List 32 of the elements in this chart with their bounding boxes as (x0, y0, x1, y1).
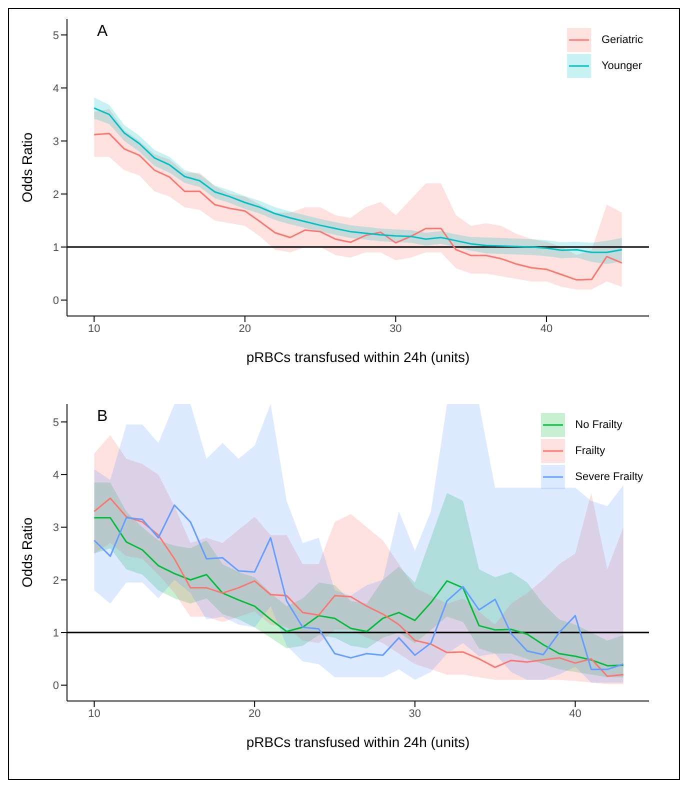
chart-title: A (97, 23, 108, 41)
y-tick-label: 1 (52, 242, 59, 254)
y-tick-label: 2 (52, 188, 59, 201)
x-tick-label: 30 (408, 708, 422, 720)
y-tick-label: 3 (52, 522, 59, 534)
legend-label: Frailty (575, 445, 606, 457)
x-tick-label: 40 (569, 708, 582, 720)
y-tick-label: 4 (52, 469, 59, 482)
x-tick-label: 40 (540, 322, 553, 335)
y-axis-title: Odds Ratio (18, 517, 35, 588)
x-axis-title: pRBCs transfused within 24h (units) (246, 349, 470, 365)
y-tick-label: 5 (52, 30, 59, 42)
y-axis-title: Odds Ratio (18, 132, 35, 203)
x-axis-title: pRBCs transfused within 24h (units) (246, 734, 470, 750)
line-series (93, 132, 623, 281)
y-tick-label: 4 (52, 82, 59, 95)
y-tick-label: 5 (52, 416, 59, 429)
chart-title: B (97, 408, 108, 426)
legend-label: Severe Frailty (575, 471, 643, 483)
y-tick-label: 3 (52, 136, 59, 148)
y-tick-label: 1 (52, 627, 59, 640)
legend-label: No Frailty (575, 419, 622, 431)
legend-label: Geriatric (601, 34, 643, 46)
x-tick-label: 10 (88, 708, 100, 720)
x-tick-label: 30 (390, 322, 402, 335)
legend-label: Younger (601, 60, 642, 72)
x-tick-label: 10 (88, 322, 100, 335)
x-tick-label: 20 (238, 322, 252, 335)
y-tick-label: 2 (52, 574, 59, 587)
y-tick-label: 0 (52, 680, 59, 692)
y-tick-label: 0 (52, 294, 59, 307)
x-tick-label: 20 (248, 708, 261, 720)
